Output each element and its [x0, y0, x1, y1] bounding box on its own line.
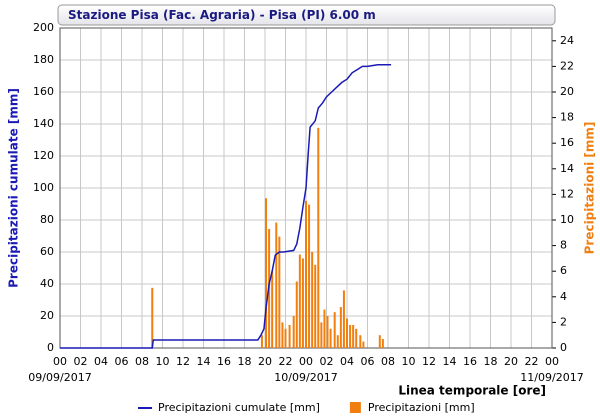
- bar: [323, 309, 326, 348]
- x-tick-label: 14: [197, 355, 211, 368]
- x-tick-label: 04: [340, 355, 354, 368]
- bar: [281, 322, 284, 348]
- x-tick-label: 22: [525, 355, 539, 368]
- x-tick-label: 00: [545, 355, 559, 368]
- x-tick-label: 04: [94, 355, 108, 368]
- bar: [314, 264, 317, 348]
- x-tick-label: 16: [463, 355, 477, 368]
- y2-tick-label: 18: [560, 111, 574, 124]
- x-tick-label: 12: [176, 355, 190, 368]
- bar: [359, 335, 362, 348]
- y2-tick-label: 20: [560, 85, 574, 98]
- bar: [381, 339, 384, 348]
- bar: [305, 200, 307, 348]
- y-tick-label: 100: [33, 181, 54, 194]
- y-tick-label: 180: [33, 53, 54, 66]
- y2-tick-label: 6: [560, 264, 567, 277]
- y2-tick-label: 22: [560, 59, 574, 72]
- x-tick-label: 16: [217, 355, 231, 368]
- bar: [265, 198, 268, 348]
- bar: [271, 271, 274, 348]
- y-tick-label: 80: [40, 213, 54, 226]
- x-tick-label: 18: [484, 355, 498, 368]
- y-tick-label: 160: [33, 85, 54, 98]
- bar: [292, 316, 295, 348]
- y2-tick-label: 2: [560, 315, 567, 328]
- x-tick-label: 02: [74, 355, 88, 368]
- date-label: 10/09/2017: [274, 371, 337, 384]
- bar: [362, 341, 365, 348]
- bar: [333, 312, 336, 348]
- y2-tick-label: 16: [560, 136, 574, 149]
- y2-tick-label: 0: [560, 341, 567, 354]
- y-axis-title: Precipitazioni cumulate [mm]: [7, 88, 21, 288]
- x-tick-label: 12: [422, 355, 436, 368]
- legend-label: Precipitazioni cumulate [mm]: [158, 401, 320, 414]
- x-tick-label: 08: [381, 355, 395, 368]
- x-tick-label: 20: [504, 355, 518, 368]
- x-tick-label: 06: [115, 355, 129, 368]
- bar: [295, 281, 298, 348]
- y2-tick-label: 10: [560, 213, 574, 226]
- bar: [317, 127, 320, 348]
- x-tick-label: 10: [156, 355, 170, 368]
- y2-tick-label: 8: [560, 239, 567, 252]
- bar: [346, 318, 348, 348]
- bar: [320, 322, 323, 348]
- y-tick-label: 140: [33, 117, 54, 130]
- bar: [311, 252, 314, 348]
- x-tick-label: 18: [238, 355, 252, 368]
- line: [60, 64, 392, 349]
- bar: [284, 328, 287, 348]
- bar: [288, 324, 291, 348]
- x-tick-label: 22: [279, 355, 293, 368]
- y-tick-label: 120: [33, 149, 54, 162]
- x-tick-label: 08: [135, 355, 149, 368]
- bar: [349, 324, 352, 348]
- y-tick-label: 200: [33, 21, 54, 34]
- x-tick-label: 20: [258, 355, 272, 368]
- x-tick-label: 06: [361, 355, 375, 368]
- bar: [260, 335, 263, 348]
- title-box: [57, 4, 556, 26]
- bar: [308, 204, 311, 348]
- bar: [151, 287, 154, 348]
- y2-tick-label: 14: [560, 162, 574, 175]
- y2-tick-label: 24: [560, 34, 574, 47]
- bar: [275, 222, 278, 348]
- x-tick-label: 02: [320, 355, 334, 368]
- bar: [298, 254, 301, 348]
- chart-title: Stazione Pisa (Fac. Agraria) - Pisa (PI)…: [68, 8, 376, 22]
- y2-axis-title: Precipitazioni [mm]: [583, 122, 597, 255]
- x-axis-title: Linea temporale [ore]: [398, 384, 546, 398]
- date-label: 09/09/2017: [28, 371, 91, 384]
- y2-tick-label: 4: [560, 290, 567, 303]
- x-tick-label: 00: [53, 355, 67, 368]
- y-tick-label: 40: [40, 277, 54, 290]
- bar: [329, 328, 332, 348]
- x-tick-label: 10: [402, 355, 416, 368]
- bar: [378, 335, 381, 348]
- bar: [336, 335, 339, 348]
- y-tick-label: 20: [40, 309, 54, 322]
- bar: [326, 316, 329, 348]
- y-tick-label: 60: [40, 245, 54, 258]
- x-tick-label: 00: [299, 355, 313, 368]
- date-label: 11/09/2017: [520, 371, 583, 384]
- bar: [352, 324, 355, 348]
- bar: [301, 258, 304, 348]
- y2-tick-label: 12: [560, 187, 574, 200]
- bar: [278, 236, 281, 348]
- bar: [339, 307, 342, 348]
- x-tick-label: 14: [443, 355, 457, 368]
- legend-swatch: [349, 402, 361, 413]
- bar: [355, 328, 358, 348]
- legend-label: Precipitazioni [mm]: [368, 401, 475, 414]
- bar: [342, 290, 345, 348]
- y-tick-label: 0: [47, 341, 54, 354]
